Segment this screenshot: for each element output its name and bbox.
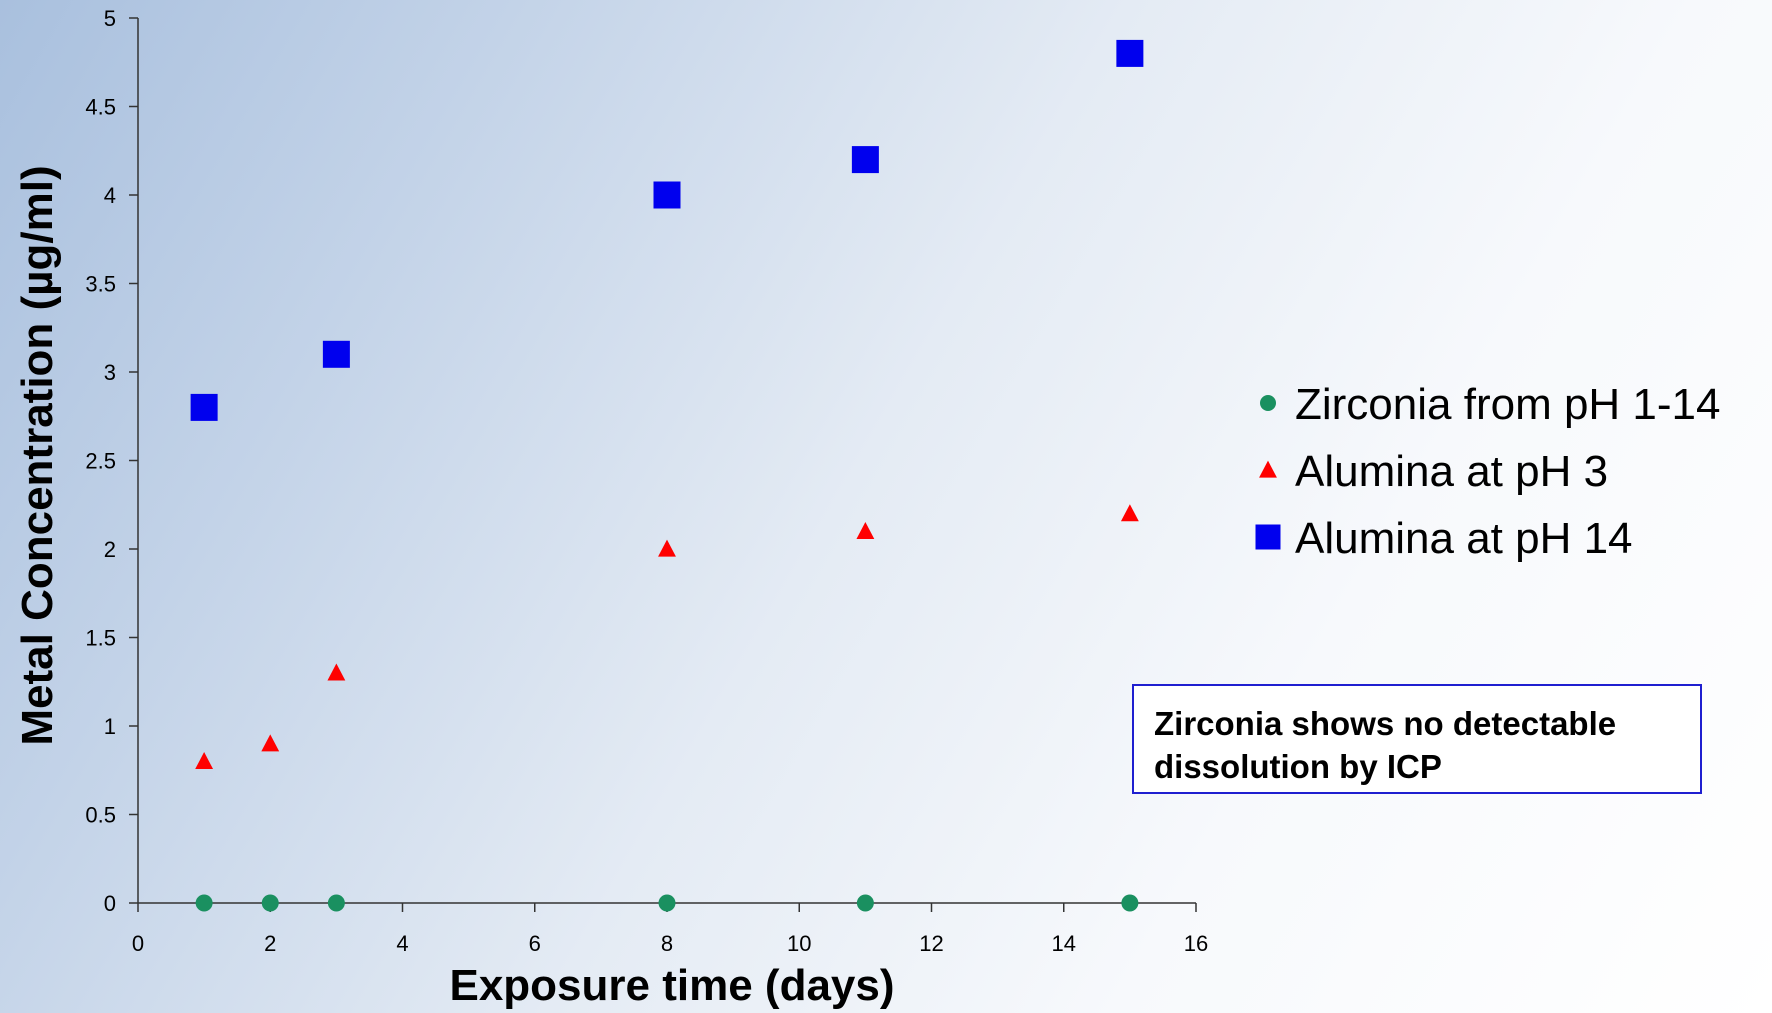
x-tick-label: 0 [132,931,144,956]
y-tick-label: 2 [104,537,116,562]
legend-marker-square [1255,524,1281,550]
x-tick-label: 10 [787,931,811,956]
annotation-box: Zirconia shows no detectable dissolution… [1132,684,1702,794]
legend-label: Alumina at pH 14 [1295,514,1633,563]
legend-label: Alumina at pH 3 [1295,447,1608,496]
axis-ticks: 0 0.5 1 1.5 2 2.5 3 3.5 4 4.5 5 0 2 4 6 8 10 12 14 16 [85,6,1208,956]
x-tick-label: 8 [661,931,673,956]
data-point-series-2 [1120,504,1139,522]
y-axis-title: Metal Concentration (µg/ml) [13,165,62,745]
y-tick-label: 2.5 [85,449,116,474]
data-point-series-2 [856,521,875,539]
y-tick-label: 3 [104,360,116,385]
data-points [190,39,1144,912]
data-point-series-3 [653,181,681,209]
data-point-series-1 [261,894,279,912]
legend: Zirconia from pH 1-14 Alumina at pH 3 Alum… [1255,380,1720,563]
data-point-series-3 [851,146,879,174]
annotation-line-1: Zirconia shows no detectable [1154,705,1617,742]
y-tick-label: 4.5 [85,95,116,120]
data-point-series-1 [1121,894,1139,912]
y-tick-label: 3.5 [85,272,116,297]
legend-marker-triangle [1259,460,1277,478]
legend-marker-circle [1260,395,1276,411]
y-tick-label: 4 [104,183,116,208]
data-point-series-2 [195,752,214,770]
y-tick-label: 0 [104,891,116,916]
data-point-series-1 [856,894,874,912]
axes [137,18,1196,904]
y-tick-label: 1 [104,714,116,739]
data-point-series-2 [261,734,280,752]
data-point-series-2 [327,663,346,681]
data-point-series-1 [327,894,345,912]
data-point-series-3 [1116,39,1144,67]
data-point-series-3 [190,393,218,421]
data-point-series-1 [658,894,676,912]
annotation-line-2: dissolution by ICP [1154,748,1442,785]
x-tick-label: 12 [919,931,943,956]
y-tick-label: 1.5 [85,626,116,651]
data-point-series-1 [195,894,213,912]
y-tick-label: 0.5 [85,803,116,828]
x-axis-title: Exposure time (days) [449,961,894,1010]
legend-label: Zirconia from pH 1-14 [1295,380,1720,429]
x-tick-label: 16 [1184,931,1208,956]
x-tick-label: 2 [264,931,276,956]
data-point-series-2 [658,539,676,557]
x-tick-label: 6 [529,931,541,956]
x-tick-label: 14 [1052,931,1076,956]
y-tick-label: 5 [104,6,116,31]
data-point-series-3 [322,340,350,368]
x-tick-label: 4 [396,931,408,956]
